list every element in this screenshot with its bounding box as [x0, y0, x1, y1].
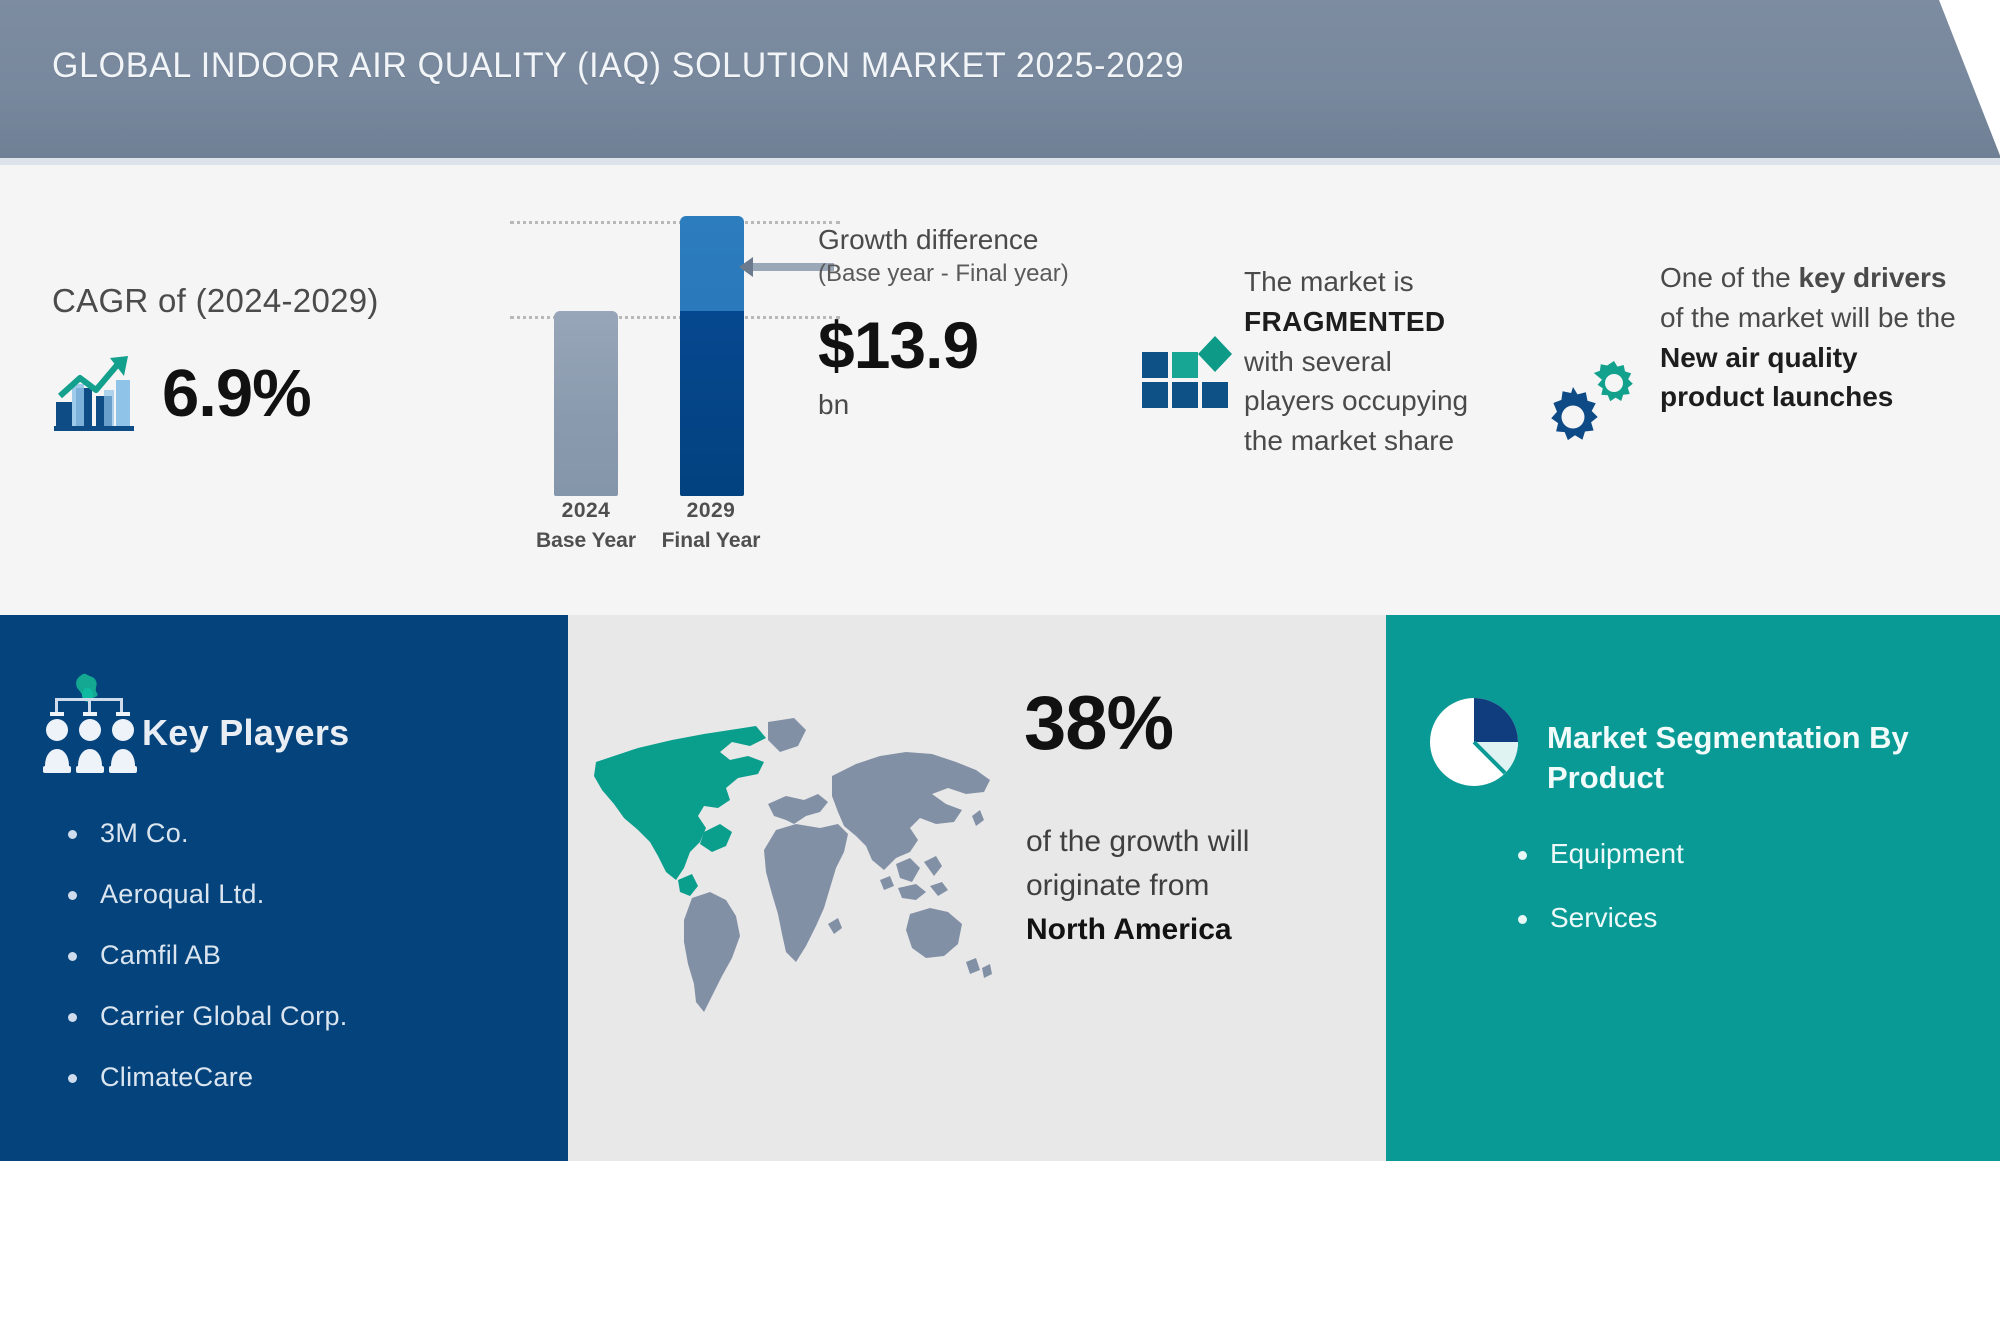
list-item: Aeroqual Ltd. [60, 879, 530, 910]
fragmented-line-2: FRAGMENTED [1244, 305, 1446, 337]
fragmented-line-4: players occupying [1244, 385, 1469, 417]
bar-chart-growth-icon [52, 350, 138, 437]
cagr-label: CAGR of (2024-2029) [52, 282, 379, 319]
key-players-title: Key Players [142, 712, 350, 753]
world-map-icon [580, 712, 1010, 1032]
region-percent-value: 38% [1024, 681, 1174, 766]
axis-caption-final: Final Year [661, 529, 761, 553]
axis-caption-base: Base Year [535, 529, 637, 553]
pie-chart-icon [1424, 692, 1524, 792]
page-title: GLOBAL INDOOR AIR QUALITY (IAQ) SOLUTION… [52, 46, 1185, 85]
fragmented-line-5: the market share [1244, 425, 1455, 456]
key-drivers-block: One of the key drivers of the market wil… [1660, 258, 1990, 417]
growth-value: $13.9 [818, 308, 979, 383]
bar-growth-segment [680, 216, 744, 311]
cagr-value: 6.9% [162, 356, 312, 431]
list-item: Services [1510, 902, 1940, 934]
list-item: Equipment [1510, 838, 1940, 870]
drivers-line-3: New air quality [1660, 341, 1858, 373]
drivers-line-1-plain: One of the [1660, 262, 1799, 293]
bar-base-year [554, 311, 618, 496]
cagr-group: 6.9% [52, 350, 312, 437]
region-text-block: of the growth will originate from North … [1026, 820, 1326, 951]
people-group-icon [42, 672, 138, 782]
map-region-africa-europe [764, 794, 848, 962]
list-item: ClimateCare [60, 1062, 530, 1093]
bar-final-year [680, 216, 744, 496]
grid-squares-icon [1140, 330, 1236, 426]
footer: 21000+ Reports covering niche topics. Re… [0, 1161, 2000, 1333]
bar-axis-labels: 2024 Base Year 2029 Final Year [500, 496, 830, 576]
growth-callout-arrow-icon [739, 257, 834, 277]
header-divider [0, 158, 2000, 165]
drivers-line-4: product launches [1660, 381, 1894, 413]
list-item: 3M Co. [60, 818, 530, 849]
map-region-asia [832, 752, 990, 882]
fragmented-line-3: with several [1244, 345, 1392, 377]
growth-difference-block: Growth difference (Base year - Final yea… [818, 222, 1128, 421]
segmentation-list: Equipment Services [1510, 838, 1940, 966]
top-stats-band [0, 165, 2000, 615]
fragmented-block: The market is FRAGMENTED with several pl… [1244, 262, 1514, 461]
fragmented-line-1: The market is [1244, 266, 1414, 297]
axis-label-base-year: 2024 Base Year [516, 496, 656, 557]
growth-title: Growth difference [818, 224, 1039, 255]
drivers-line-1: One of the key drivers [1660, 258, 1990, 298]
region-line-2: originate from [1026, 868, 1210, 902]
drivers-line-2: of the market will be the [1660, 301, 1956, 333]
guide-line-mid [510, 316, 840, 319]
growth-unit: bn [818, 389, 850, 421]
map-region-australia [906, 908, 980, 974]
axis-year-base: 2024 [561, 499, 611, 522]
drivers-line-1-bold: key drivers [1798, 262, 1947, 293]
map-region-south-america [684, 892, 740, 1012]
gears-icon [1540, 355, 1648, 451]
header-band: GLOBAL INDOOR AIR QUALITY (IAQ) SOLUTION… [0, 0, 2000, 158]
list-item: Camfil AB [60, 940, 530, 971]
segmentation-title: Market Segmentation By Product [1547, 720, 1909, 795]
region-line-1: of the growth will [1026, 825, 1250, 858]
guide-line-top [510, 221, 840, 224]
bar-base-segment [680, 311, 744, 496]
list-item: Carrier Global Corp. [60, 1001, 530, 1032]
region-line-3: North America [1026, 912, 1232, 946]
bar-chart: 2024 Base Year 2029 Final Year [500, 196, 840, 552]
region-panel [568, 615, 1386, 1161]
axis-label-final-year: 2029 Final Year [641, 496, 781, 557]
map-region-north-america [594, 726, 766, 896]
growth-subtitle: (Base year - Final year) [818, 259, 1069, 287]
axis-year-final: 2029 [686, 499, 736, 522]
key-players-panel [0, 615, 568, 1161]
key-players-list: 3M Co. Aeroqual Ltd. Camfil AB Carrier G… [60, 818, 530, 1123]
